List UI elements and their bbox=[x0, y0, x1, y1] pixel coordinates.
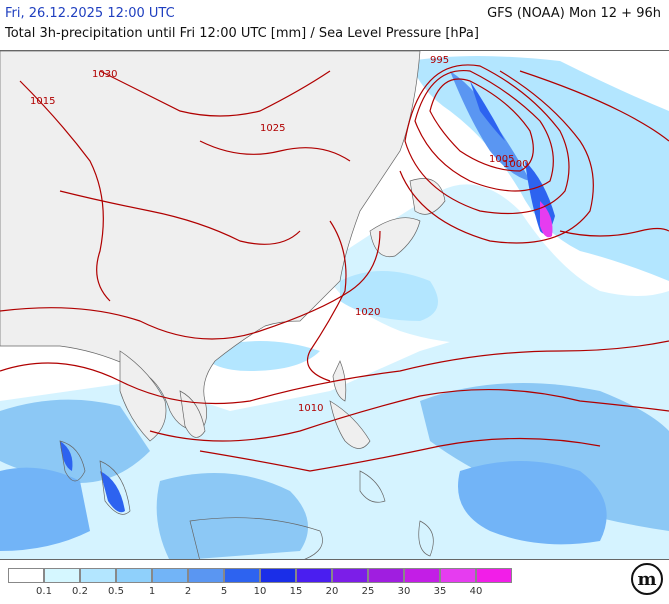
valid-time: Fri, 26.12.2025 12:00 UTC bbox=[5, 6, 175, 21]
legend-tick: 20 bbox=[325, 586, 339, 597]
legend-swatch bbox=[8, 568, 44, 583]
isobar-layer bbox=[0, 64, 669, 472]
isobar-label-1010: 1010 bbox=[298, 403, 323, 414]
legend-swatch bbox=[152, 568, 188, 583]
legend-swatch bbox=[296, 568, 332, 583]
legend-swatch bbox=[368, 568, 404, 583]
precipitation-layer bbox=[0, 56, 669, 559]
legend-swatch bbox=[332, 568, 368, 583]
isobar-label-1030: 1030 bbox=[92, 69, 117, 80]
weather-map[interactable]: 1015 1030 1025 1020 1010 1005 1000 995 bbox=[0, 50, 669, 560]
legend-swatch bbox=[44, 568, 80, 583]
legend-tick: 15 bbox=[289, 586, 303, 597]
isobar-label-1020: 1020 bbox=[355, 307, 380, 318]
legend-swatch bbox=[404, 568, 440, 583]
isobar-label-1005: 1005 bbox=[489, 154, 514, 165]
legend-tick: 0.2 bbox=[72, 586, 88, 597]
model-run: GFS (NOAA) Mon 12 + 96h bbox=[487, 6, 661, 21]
header: Fri, 26.12.2025 12:00 UTC GFS (NOAA) Mon… bbox=[0, 0, 669, 50]
legend-tick: 30 bbox=[397, 586, 411, 597]
legend-swatch bbox=[188, 568, 224, 583]
isobar-label-1015: 1015 bbox=[30, 96, 55, 107]
legend-swatch bbox=[116, 568, 152, 583]
legend-swatch bbox=[80, 568, 116, 583]
legend-tick: 5 bbox=[220, 586, 228, 597]
legend-tick: 25 bbox=[361, 586, 375, 597]
legend-tick: 35 bbox=[433, 586, 447, 597]
map-canvas: 1015 1030 1025 1020 1010 1005 1000 995 bbox=[0, 51, 669, 559]
legend-tick: 1 bbox=[148, 586, 156, 597]
legend-tick: 2 bbox=[184, 586, 192, 597]
legend-tick: 0.1 bbox=[36, 586, 52, 597]
logo-letter: m bbox=[637, 568, 657, 590]
isobar-label-1000: 1000 bbox=[503, 159, 528, 170]
legend-swatch bbox=[476, 568, 512, 583]
legend-tick: 0.5 bbox=[108, 586, 124, 597]
legend-swatch bbox=[224, 568, 260, 583]
isobar-label-1025: 1025 bbox=[260, 123, 285, 134]
legend-tick: 10 bbox=[253, 586, 267, 597]
meteologix-logo[interactable]: m bbox=[631, 563, 663, 595]
legend-swatch bbox=[440, 568, 476, 583]
legend-swatch bbox=[260, 568, 296, 583]
map-description: Total 3h-precipitation until Fri 12:00 U… bbox=[5, 26, 479, 41]
isobar-labels: 1015 1030 1025 1020 1010 1005 1000 995 bbox=[30, 55, 528, 414]
legend-tick: 40 bbox=[469, 586, 483, 597]
isobar-label-995: 995 bbox=[430, 55, 449, 66]
